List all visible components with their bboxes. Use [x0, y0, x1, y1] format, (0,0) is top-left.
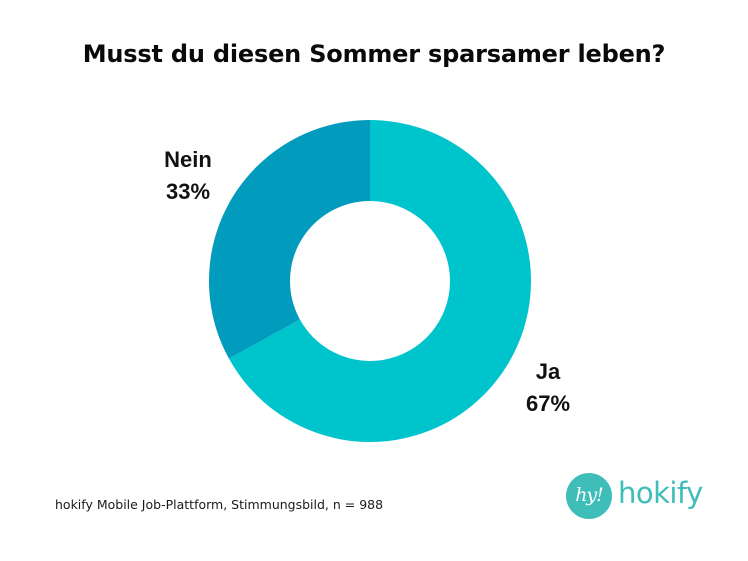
slice-label-ja: Ja 67% — [508, 356, 588, 420]
slice-label-ja-value: 67% — [525, 391, 571, 416]
slice-label-ja-name: Ja — [535, 359, 561, 384]
logo-badge-icon: hy! — [566, 473, 612, 519]
logo-wordmark: hokify — [618, 476, 703, 510]
slice-label-nein-name: Nein — [164, 147, 212, 172]
donut-slice-nein — [209, 119, 370, 359]
hokify-logo: hy! hokify — [566, 473, 726, 521]
slice-label-nein: Nein 33% — [148, 144, 228, 208]
source-note: hokify Mobile Job-Plattform, Stimmungsbi… — [55, 497, 384, 512]
chart-title: Musst du diesen Sommer sparsamer leben? — [82, 40, 666, 68]
slice-label-nein-value: 33% — [165, 179, 211, 204]
donut-slice-ja — [228, 120, 532, 442]
